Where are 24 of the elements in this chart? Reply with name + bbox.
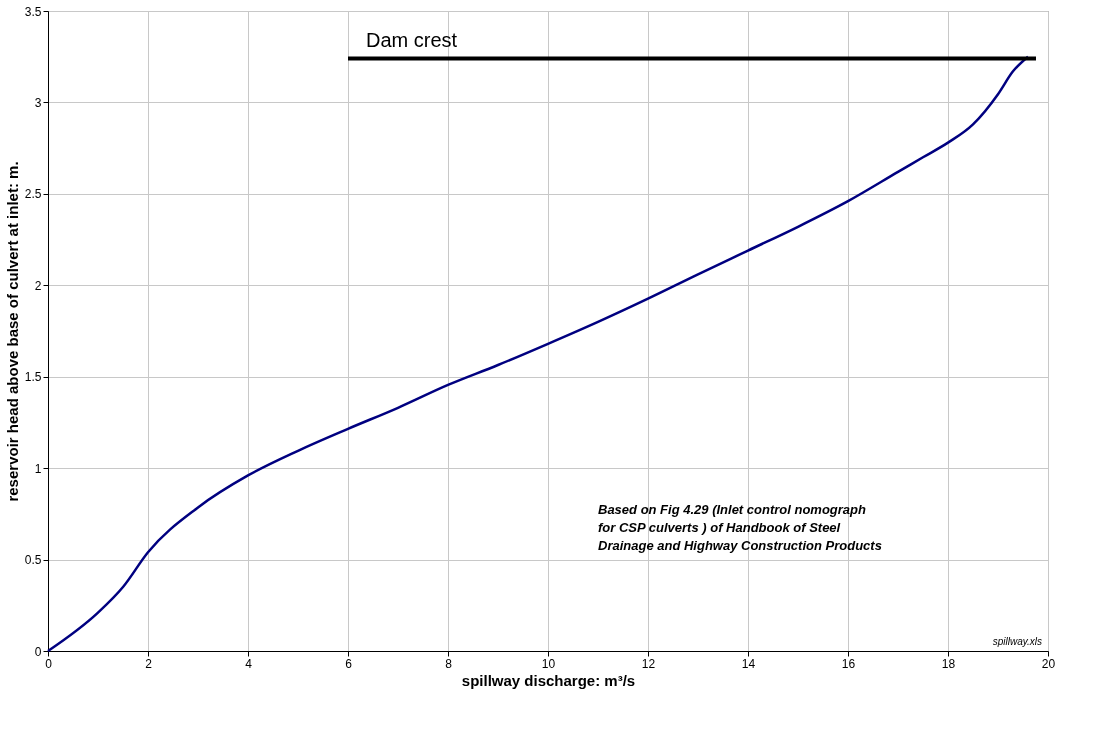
x-tick-label: 0 [45, 656, 53, 671]
y-tick-label: 1.5 [24, 370, 42, 385]
y-tick-label: 2.5 [24, 187, 42, 202]
annotation: Based on Fig 4.29 (Inlet control nomograph for CSP culverts ) of Handbook of Steel Drainage and Highway Construction Products [598, 501, 882, 553]
x-tick-label: 4 [245, 656, 253, 671]
y-tick-label: 0 [34, 644, 42, 659]
y-tick-label: 2 [34, 278, 42, 293]
y-tick-label: 0.5 [24, 553, 42, 568]
y-tick-label: 1 [34, 461, 42, 476]
y-axis-title: reservoir head above base of culvert at inlet: m. [3, 161, 21, 502]
y-tick-label: 3 [34, 95, 42, 110]
annotation: Dam crest [366, 28, 458, 51]
x-tick-label: 14 [741, 656, 756, 671]
annotation: spillway.xls [992, 636, 1042, 647]
x-tick-label: 20 [1041, 656, 1056, 671]
x-tick-label: 6 [345, 656, 353, 671]
x-tick-label: 18 [941, 656, 956, 671]
x-tick-label: 8 [445, 656, 453, 671]
x-tick-label: 12 [641, 656, 656, 671]
x-tick-label: 16 [841, 656, 856, 671]
y-tick-label: 3.5 [24, 4, 42, 19]
x-tick-label: 10 [541, 656, 556, 671]
x-axis-title: spillway discharge: m³/s [461, 671, 636, 689]
x-tick-label: 2 [145, 656, 153, 671]
